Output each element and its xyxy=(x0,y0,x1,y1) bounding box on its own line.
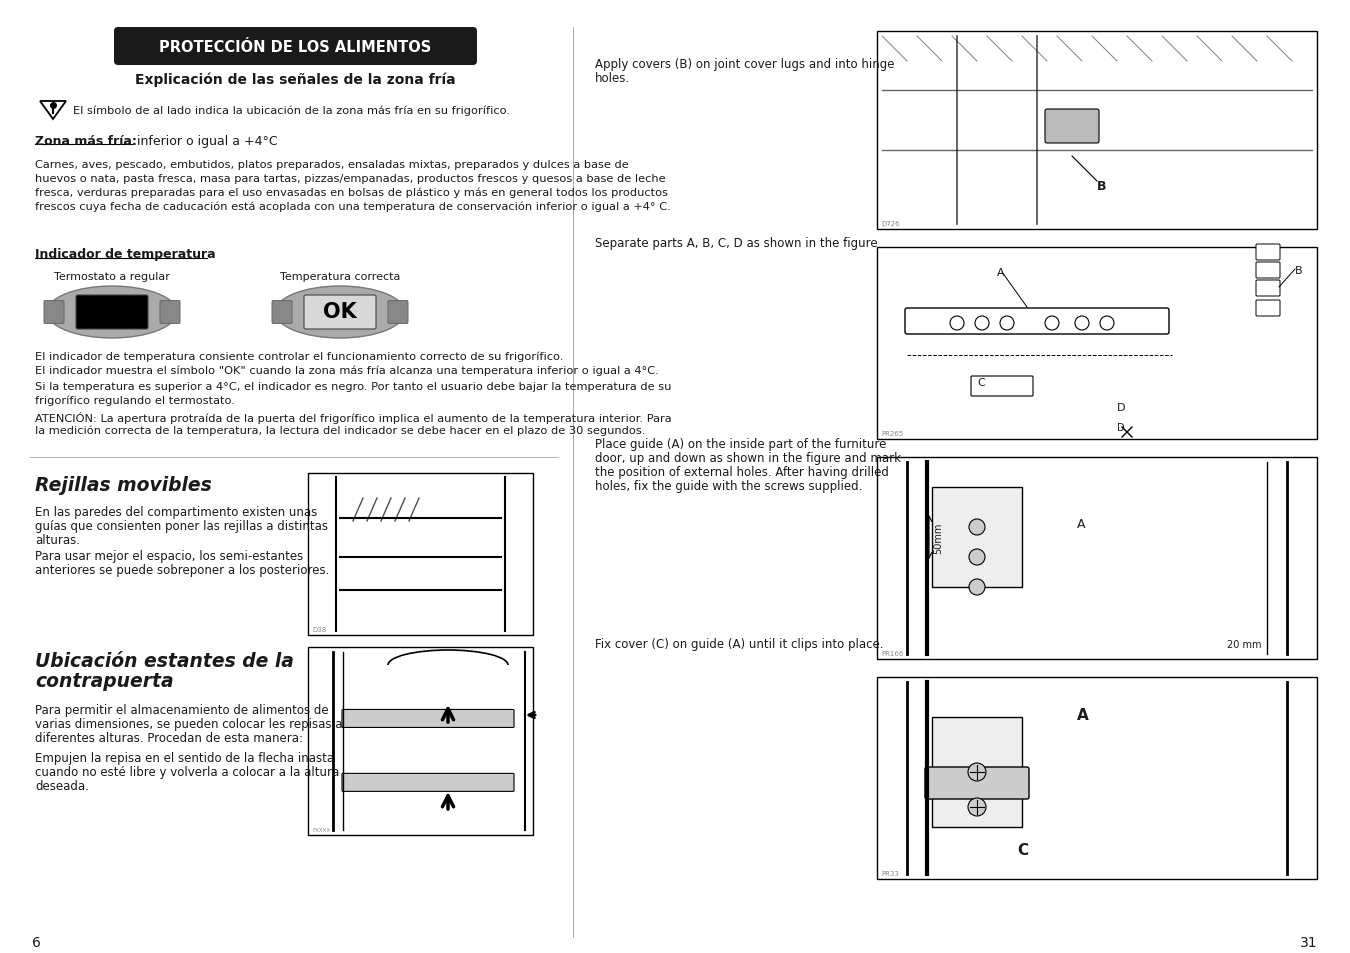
FancyBboxPatch shape xyxy=(1045,110,1099,144)
Text: alturas.: alturas. xyxy=(35,534,80,546)
FancyBboxPatch shape xyxy=(1256,301,1280,316)
FancyBboxPatch shape xyxy=(76,295,148,330)
Text: cuando no esté libre y volverla a colocar a la altura: cuando no esté libre y volverla a coloca… xyxy=(35,765,339,779)
Circle shape xyxy=(950,316,964,331)
Text: D726: D726 xyxy=(882,221,899,227)
Text: En las paredes del compartimento existen unas: En las paredes del compartimento existen… xyxy=(35,505,317,518)
FancyBboxPatch shape xyxy=(271,301,292,324)
Text: huevos o nata, pasta fresca, masa para tartas, pizzas/empanadas, productos fresc: huevos o nata, pasta fresca, masa para t… xyxy=(35,173,666,184)
Text: PROTECCIÓN DE LOS ALIMENTOS: PROTECCIÓN DE LOS ALIMENTOS xyxy=(159,39,432,54)
Text: Empujen la repisa en el sentido de la flecha inasta: Empujen la repisa en el sentido de la fl… xyxy=(35,751,335,764)
Text: holes, fix the guide with the screws supplied.: holes, fix the guide with the screws sup… xyxy=(595,479,863,493)
Text: Si la temperatura es superior a 4°C, el indicador es negro. Por tanto el usuario: Si la temperatura es superior a 4°C, el … xyxy=(35,381,671,392)
Text: anteriores se puede sobreponer a los posteriores.: anteriores se puede sobreponer a los pos… xyxy=(35,563,329,577)
Circle shape xyxy=(968,799,986,816)
Text: El indicador de temperatura consiente controlar el funcionamiento correcto de su: El indicador de temperatura consiente co… xyxy=(35,352,563,362)
Text: the position of external holes. After having drilled: the position of external holes. After ha… xyxy=(595,465,888,478)
Ellipse shape xyxy=(275,287,405,338)
Text: la medición correcta de la temperatura, la lectura del indicador se debe hacer e: la medición correcta de la temperatura, … xyxy=(35,426,645,436)
Text: A: A xyxy=(998,268,1004,277)
FancyBboxPatch shape xyxy=(342,774,514,792)
Text: PR166: PR166 xyxy=(882,650,903,657)
Ellipse shape xyxy=(47,287,177,338)
Circle shape xyxy=(969,579,986,596)
FancyBboxPatch shape xyxy=(1256,245,1280,261)
FancyBboxPatch shape xyxy=(1256,281,1280,296)
FancyBboxPatch shape xyxy=(342,710,514,728)
FancyBboxPatch shape xyxy=(161,301,180,324)
Text: guías que consienten poner las rejillas a distintas: guías que consienten poner las rejillas … xyxy=(35,519,328,533)
Text: inferior o igual a +4°C: inferior o igual a +4°C xyxy=(134,135,278,148)
Text: 31: 31 xyxy=(1300,935,1318,949)
Circle shape xyxy=(1045,316,1058,331)
Bar xyxy=(308,647,533,835)
Bar xyxy=(878,32,1318,230)
Text: contrapuerta: contrapuerta xyxy=(35,671,174,690)
Text: PR265: PR265 xyxy=(882,431,903,436)
Bar xyxy=(878,457,1318,659)
Text: deseada.: deseada. xyxy=(35,780,89,792)
Text: El indicador muestra el símbolo "OK" cuando la zona más fría alcanza una tempera: El indicador muestra el símbolo "OK" cua… xyxy=(35,366,659,376)
Text: Fix cover (C) on guide (A) until it clips into place.: Fix cover (C) on guide (A) until it clip… xyxy=(595,638,883,650)
Text: D38: D38 xyxy=(312,626,327,633)
Text: C: C xyxy=(1017,842,1029,857)
Text: frescos cuya fecha de caducación está acoplada con una temperatura de conservaci: frescos cuya fecha de caducación está ac… xyxy=(35,202,671,213)
Circle shape xyxy=(969,550,986,565)
FancyBboxPatch shape xyxy=(45,301,63,324)
Text: Place guide (A) on the inside part of the furniture: Place guide (A) on the inside part of th… xyxy=(595,437,887,451)
Text: Para permitir el almacenamiento de alimentos de: Para permitir el almacenamiento de alime… xyxy=(35,703,328,717)
Circle shape xyxy=(968,763,986,781)
Text: D: D xyxy=(1116,402,1126,413)
Text: El símbolo de al lado indica la ubicación de la zona más fría en su frigorífico.: El símbolo de al lado indica la ubicació… xyxy=(73,106,510,116)
Circle shape xyxy=(1075,316,1089,331)
FancyBboxPatch shape xyxy=(904,309,1169,335)
Text: varias dimensiones, se pueden colocar les repisas a: varias dimensiones, se pueden colocar le… xyxy=(35,718,343,730)
Text: door, up and down as shown in the figure and mark: door, up and down as shown in the figure… xyxy=(595,452,900,464)
Text: ATENCIÓN: La apertura protraída de la puerta del frigorífico implica el aumento : ATENCIÓN: La apertura protraída de la pu… xyxy=(35,412,672,423)
Text: 20 mm: 20 mm xyxy=(1227,639,1261,649)
Text: Apply covers (B) on joint cover lugs and into hinge: Apply covers (B) on joint cover lugs and… xyxy=(595,58,895,71)
Text: 50mm: 50mm xyxy=(933,521,944,553)
Text: B: B xyxy=(1098,180,1107,193)
Text: frigorífico regulando el termostato.: frigorífico regulando el termostato. xyxy=(35,395,235,406)
Text: A: A xyxy=(1077,707,1088,722)
Text: Ubicación estantes de la: Ubicación estantes de la xyxy=(35,651,294,670)
Text: PR33: PR33 xyxy=(882,870,899,876)
Circle shape xyxy=(969,519,986,536)
Bar xyxy=(308,474,533,636)
Circle shape xyxy=(1000,316,1014,331)
Text: Explicación de las señales de la zona fría: Explicación de las señales de la zona fr… xyxy=(135,72,455,87)
FancyBboxPatch shape xyxy=(387,301,408,324)
Text: Carnes, aves, pescado, embutidos, platos preparados, ensaladas mixtas, preparado: Carnes, aves, pescado, embutidos, platos… xyxy=(35,160,629,170)
Text: C: C xyxy=(977,377,984,388)
FancyBboxPatch shape xyxy=(925,767,1029,800)
Text: Separate parts A, B, C, D as shown in the figure: Separate parts A, B, C, D as shown in th… xyxy=(595,236,878,250)
Text: FXXXX: FXXXX xyxy=(312,827,331,832)
Text: fresca, verduras preparadas para el uso envasadas en bolsas de plástico y más en: fresca, verduras preparadas para el uso … xyxy=(35,188,668,198)
Text: Zona más fría:: Zona más fría: xyxy=(35,135,136,148)
FancyBboxPatch shape xyxy=(304,295,377,330)
Text: OK: OK xyxy=(323,302,356,322)
Text: 6: 6 xyxy=(32,935,40,949)
Text: B: B xyxy=(1295,266,1303,275)
Text: D: D xyxy=(1116,422,1125,433)
Bar xyxy=(931,488,1022,587)
Text: diferentes alturas. Procedan de esta manera:: diferentes alturas. Procedan de esta man… xyxy=(35,731,302,744)
Text: Para usar mejor el espacio, los semi-estantes: Para usar mejor el espacio, los semi-est… xyxy=(35,550,304,562)
Text: Temperatura correcta: Temperatura correcta xyxy=(279,272,400,282)
FancyBboxPatch shape xyxy=(971,376,1033,396)
Text: Termostato a regular: Termostato a regular xyxy=(54,272,170,282)
Bar xyxy=(931,718,1022,827)
Text: A: A xyxy=(1077,517,1085,531)
FancyBboxPatch shape xyxy=(1256,263,1280,278)
Bar xyxy=(878,248,1318,439)
Text: holes.: holes. xyxy=(595,71,630,85)
Circle shape xyxy=(1100,316,1114,331)
Text: Indicador de temperatura: Indicador de temperatura xyxy=(35,248,216,261)
Circle shape xyxy=(975,316,990,331)
Bar xyxy=(878,678,1318,879)
Text: Rejillas movibles: Rejillas movibles xyxy=(35,476,212,495)
FancyBboxPatch shape xyxy=(113,28,477,66)
